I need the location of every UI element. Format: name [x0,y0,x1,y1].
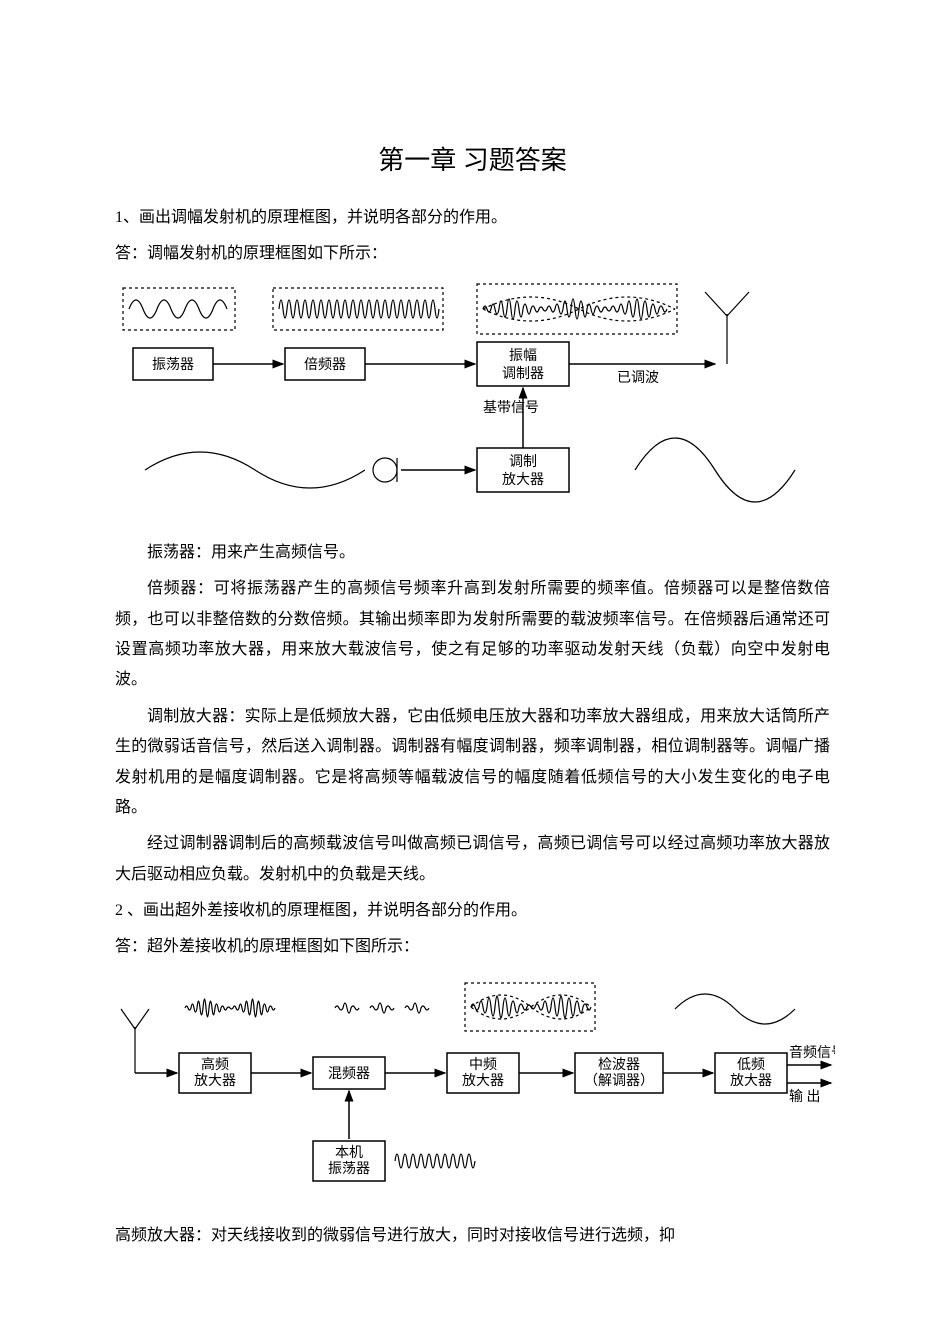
question-2: 2 、画出超外差接收机的原理框图，并说明各部分的作用。 [115,896,830,926]
d2-box-ifamp-1: 中频 [469,1057,497,1073]
d2-box-det-2: （解调器） [584,1073,654,1089]
para-rf-amp: 高频放大器：对天线接收到的微弱信号进行放大，同时对接收信号进行选频，抑 [115,1221,830,1251]
d2-box-lo-1: 本机 [335,1145,363,1161]
d2-box-afamp-2: 放大器 [730,1073,772,1089]
d1-box-modamp-1: 调制 [509,454,537,470]
d2-box-det-1: 检波器 [598,1057,640,1073]
para-oscillator: 振荡器：用来产生高频信号。 [115,538,830,568]
answer-1-intro: 答：调幅发射机的原理框图如下所示： [115,239,830,269]
d1-box-modamp-2: 放大器 [502,472,544,488]
d2-box-ifamp-2: 放大器 [462,1073,504,1089]
d2-box-mixer: 混频器 [328,1066,370,1082]
question-1: 1、画出调幅发射机的原理框图，并说明各部分的作用。 [115,203,830,233]
d2-box-rfamp-2: 放大器 [194,1073,236,1089]
d2-label-out: 输 出 [789,1089,821,1105]
d2-box-afamp-1: 低频 [737,1057,765,1073]
diagram-2-receiver: 高频 放大器 混频器 中频 放大器 检波器 （解调器） 低频 放大器 音频信号 … [115,973,830,1203]
document-page: 第一章 习题答案 1、画出调幅发射机的原理框图，并说明各部分的作用。 答：调幅发… [0,0,945,1337]
diagram-1-transmitter: 振荡器 倍频器 振幅 调制器 已调波 基带信号 调制 放大器 [115,280,830,520]
d2-label-audio: 音频信号 [789,1044,835,1061]
d1-box-ampmod-2: 调制器 [502,366,544,382]
d1-label-baseband: 基带信号 [483,399,539,416]
d1-label-modwave: 已调波 [617,370,659,386]
para-multiplier: 倍频器：可将振荡器产生的高频信号频率升高到发射所需要的频率值。倍频器可以是整倍数… [115,574,830,696]
para-mod-amp: 调制放大器：实际上是低频放大器，它由低频电压放大器和功率放大器组成，用来放大话筒… [115,702,830,824]
d2-box-lo-2: 振荡器 [328,1161,370,1177]
para-modulated: 经过调制器调制后的高频载波信号叫做高频已调信号，高频已调信号可以经过高频功率放大… [115,829,830,890]
d1-box-ampmod-1: 振幅 [509,348,537,364]
d1-box-oscillator: 振荡器 [152,357,194,373]
d1-box-multiplier: 倍频器 [304,357,346,373]
page-title: 第一章 习题答案 [115,140,830,177]
d2-box-rfamp-1: 高频 [201,1056,229,1073]
answer-2-intro: 答：超外差接收机的原理框图如下图所示： [115,932,830,962]
